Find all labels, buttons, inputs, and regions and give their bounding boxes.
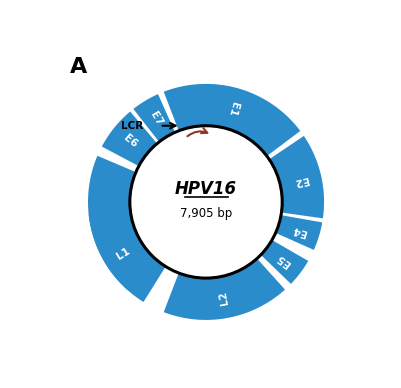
Polygon shape bbox=[163, 258, 284, 320]
Text: A: A bbox=[70, 57, 87, 77]
Text: L1: L1 bbox=[115, 246, 132, 261]
Text: HPV16: HPV16 bbox=[174, 180, 237, 198]
Text: L2: L2 bbox=[217, 290, 229, 305]
Polygon shape bbox=[133, 94, 174, 142]
Polygon shape bbox=[163, 84, 300, 156]
Text: E1: E1 bbox=[225, 100, 239, 117]
Text: E5: E5 bbox=[274, 252, 292, 268]
Text: E4: E4 bbox=[290, 223, 306, 237]
Text: E2: E2 bbox=[292, 173, 308, 187]
Text: 7,905 bp: 7,905 bp bbox=[180, 207, 231, 220]
Text: LCR: LCR bbox=[121, 121, 143, 131]
Polygon shape bbox=[88, 156, 155, 289]
Polygon shape bbox=[89, 210, 165, 302]
Polygon shape bbox=[269, 136, 323, 218]
Text: E6: E6 bbox=[122, 132, 139, 149]
Text: E7: E7 bbox=[148, 110, 164, 128]
Polygon shape bbox=[101, 111, 157, 166]
Polygon shape bbox=[275, 215, 322, 250]
Polygon shape bbox=[260, 240, 308, 284]
